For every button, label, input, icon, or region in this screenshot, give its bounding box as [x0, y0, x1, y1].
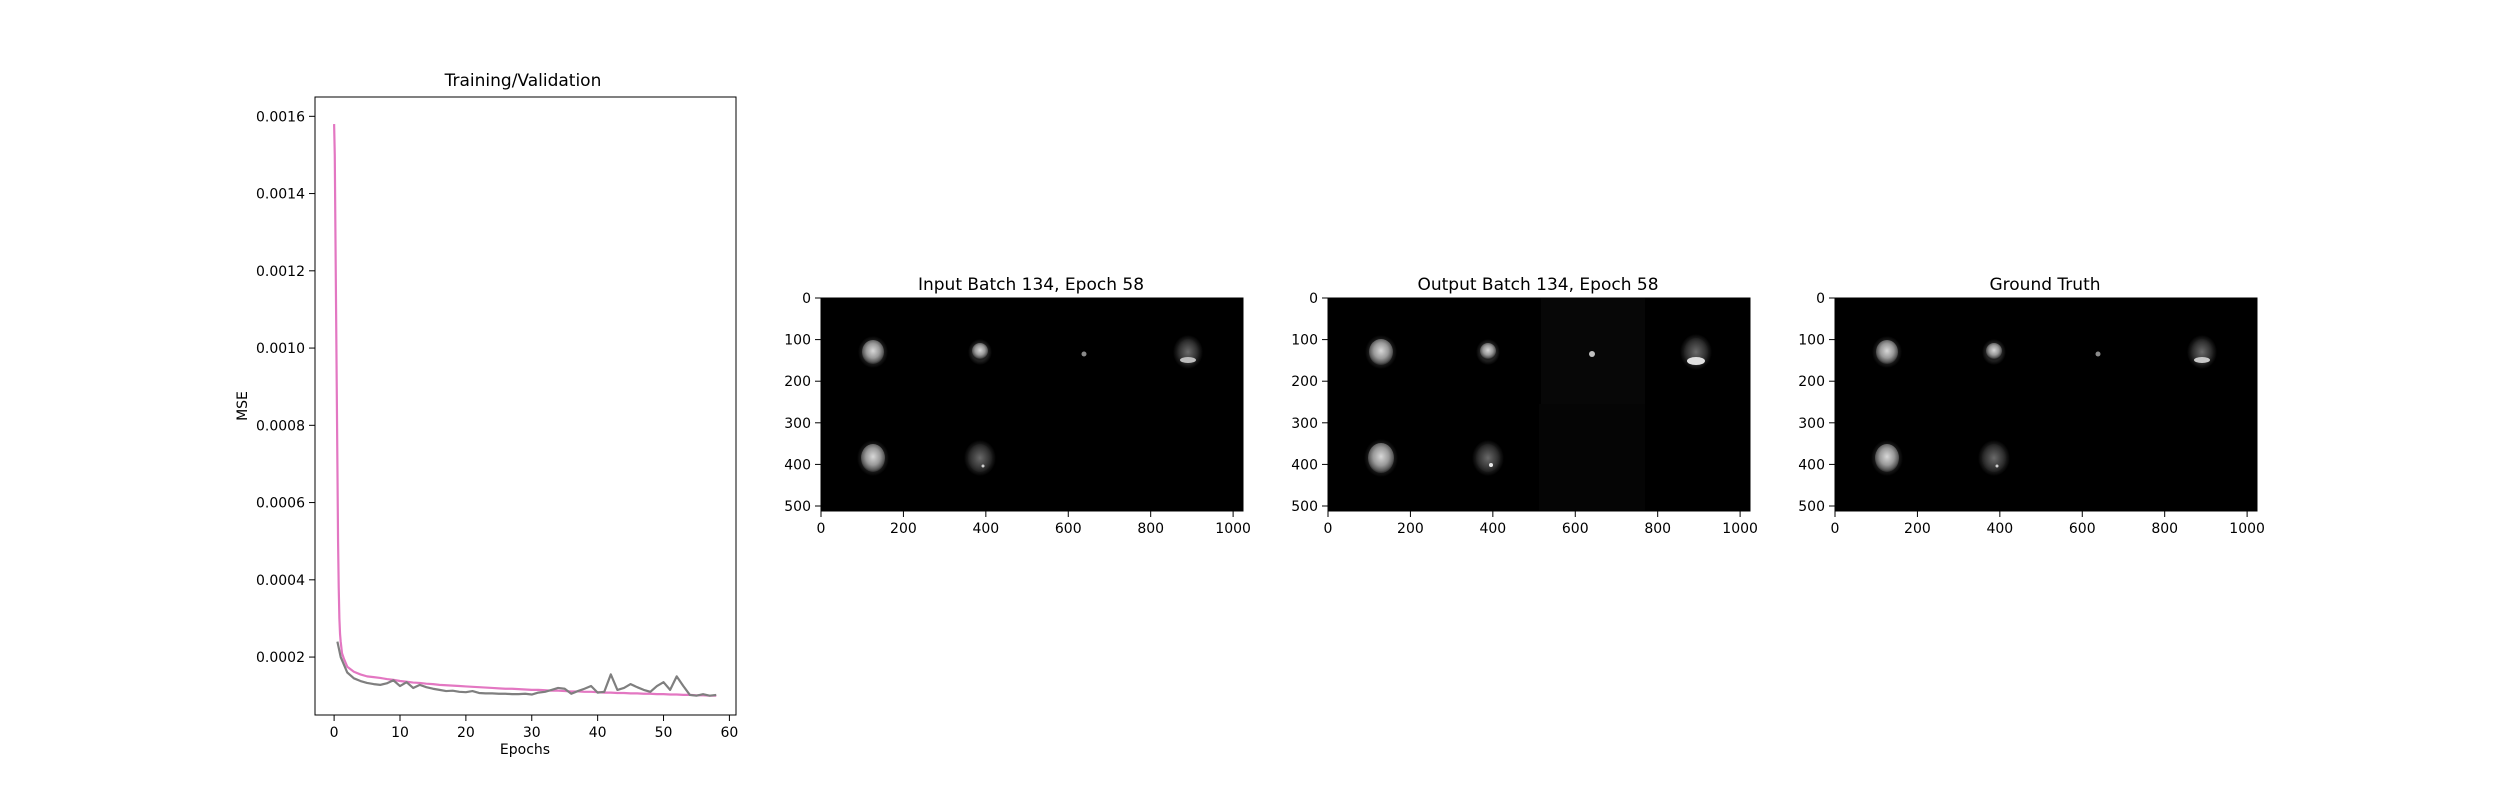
ground-truth-image-panel: Ground Truth 0 200 400 600 800 1000 0 100 200 300… [1798, 275, 2265, 537]
y-tick-label: 500 [1291, 499, 1318, 515]
y-tick-label: 0.0008 [256, 418, 305, 434]
y-tick-label: 0 [1309, 291, 1318, 307]
y-tick-label: 0 [1816, 291, 1825, 307]
y-tick-label: 0.0016 [256, 109, 305, 125]
x-tick-label: 200 [1904, 521, 1931, 537]
training-validation-chart: Training/Validation 0 10 20 30 40 50 60 0.0002… [235, 71, 738, 758]
x-tick-label: 1000 [1722, 521, 1758, 537]
y-tick-label: 500 [1798, 499, 1825, 515]
x-tick-label: 0 [1831, 521, 1840, 537]
image-area [821, 298, 1243, 511]
x-tick-label: 800 [1137, 521, 1164, 537]
y-tick-label: 200 [1798, 374, 1825, 390]
y-tick-label: 0.0014 [256, 187, 305, 203]
x-tick-label: 1000 [2229, 521, 2265, 537]
y-tick-label: 500 [784, 499, 811, 515]
x-tick-label: 800 [1644, 521, 1671, 537]
x-axis: 0 10 20 30 40 50 60 [330, 715, 739, 741]
x-tick-label: 30 [523, 725, 541, 741]
y-tick-label: 200 [784, 374, 811, 390]
x-tick-label: 1000 [1215, 521, 1251, 537]
y-tick-label: 400 [1798, 457, 1825, 473]
x-tick-label: 20 [457, 725, 475, 741]
y-tick-label: 100 [1798, 333, 1825, 349]
series-line-2 [337, 642, 716, 696]
x-axis-label: Epochs [500, 742, 550, 758]
x-tick-label: 40 [589, 725, 607, 741]
x-tick-label: 800 [2151, 521, 2178, 537]
y-axis: 0.0002 0.0004 0.0006 0.0008 0.0010 0.0012 0.00… [256, 109, 315, 666]
image-title: Input Batch 134, Epoch 58 [918, 275, 1144, 295]
x-tick-label: 0 [330, 725, 339, 741]
image-area [1835, 298, 2257, 511]
image-title: Ground Truth [1989, 275, 2100, 295]
x-tick-label: 0 [1324, 521, 1333, 537]
x-tick-label: 400 [1986, 521, 2013, 537]
series-layer [334, 124, 716, 696]
x-tick-label: 200 [1397, 521, 1424, 537]
input-image-panel: Input Batch 134, Epoch 58 0 200 400 600 800 1… [784, 275, 1251, 537]
x-tick-label: 600 [1055, 521, 1082, 537]
y-tick-label: 300 [1798, 416, 1825, 432]
x-tick-label: 60 [720, 725, 738, 741]
image-title: Output Batch 134, Epoch 58 [1417, 275, 1658, 295]
x-tick-label: 10 [391, 725, 409, 741]
y-tick-label: 400 [784, 457, 811, 473]
y-tick-label: 200 [1291, 374, 1318, 390]
y-tick-label: 300 [784, 416, 811, 432]
x-tick-label: 400 [1479, 521, 1506, 537]
x-tick-label: 0 [817, 521, 826, 537]
series-line-1 [334, 124, 716, 696]
y-tick-label: 0 [802, 291, 811, 307]
x-tick-label: 600 [2069, 521, 2096, 537]
x-tick-label: 200 [890, 521, 917, 537]
y-tick-label: 0.0002 [256, 650, 305, 666]
y-tick-label: 0.0010 [256, 341, 305, 357]
output-image-panel: Output Batch 134, Epoch 58 0 200 400 600 800… [1291, 275, 1758, 537]
x-tick-label: 400 [972, 521, 999, 537]
y-tick-label: 300 [1291, 416, 1318, 432]
y-axis-label: MSE [235, 391, 251, 421]
x-tick-label: 50 [655, 725, 673, 741]
y-tick-label: 0.0006 [256, 496, 305, 512]
y-tick-label: 0.0012 [256, 264, 305, 280]
chart-title: Training/Validation [444, 71, 602, 91]
y-tick-label: 400 [1291, 457, 1318, 473]
x-tick-label: 600 [1562, 521, 1589, 537]
y-tick-label: 100 [1291, 333, 1318, 349]
y-tick-label: 100 [784, 333, 811, 349]
y-tick-label: 0.0004 [256, 573, 305, 589]
plot-frame [315, 97, 736, 715]
